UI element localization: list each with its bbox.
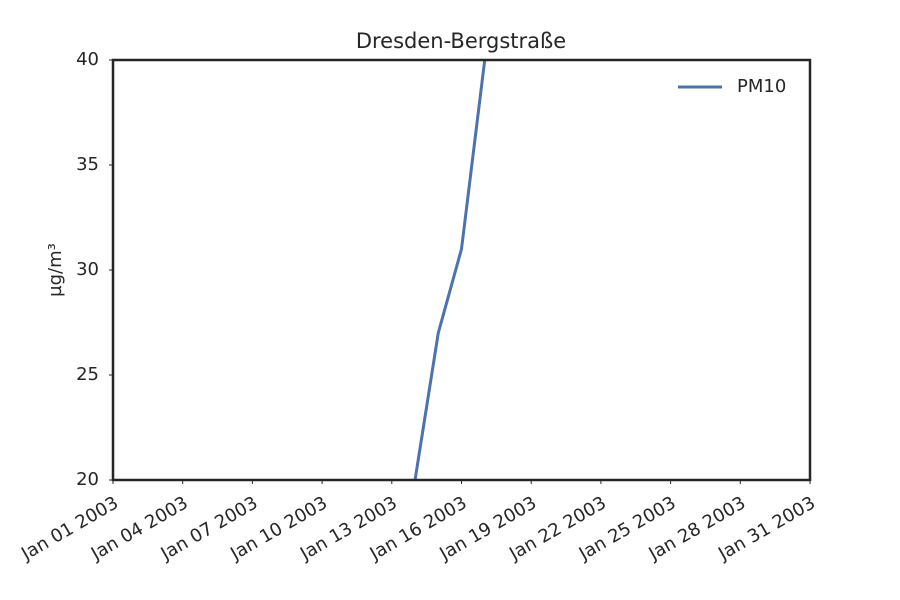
chart-title: Dresden-Bergstraße [356,29,566,53]
y-tick-label: 25 [76,364,99,385]
y-tick-label: 35 [76,154,99,175]
y-tick-label: 40 [76,49,99,70]
y-axis-label: µg/m³ [45,243,66,297]
line [413,60,487,480]
legend-label: PM10 [737,76,786,97]
plot-frame [111,58,812,482]
y-tick-label: 30 [76,259,99,280]
y-tick-label: 20 [76,469,99,490]
